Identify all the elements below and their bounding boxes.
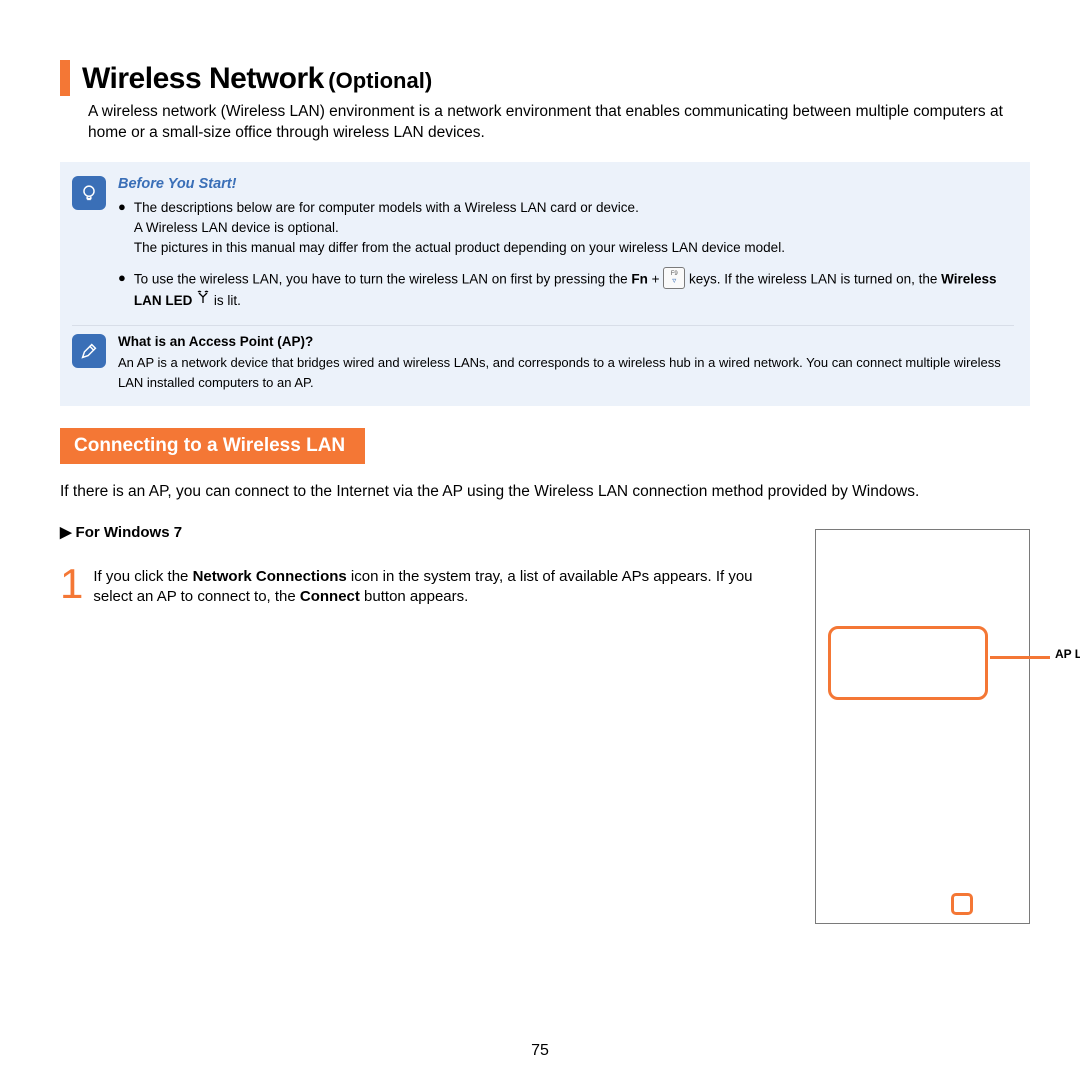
screenshot-area: AP List [815, 523, 1030, 924]
tray-icon-highlight [951, 893, 973, 915]
antenna-icon [196, 290, 210, 310]
page-number: 75 [0, 1042, 1080, 1060]
step-1: 1 If you click the Network Connections i… [60, 565, 775, 608]
intro-paragraph: A wireless network (Wireless LAN) enviro… [88, 102, 1030, 144]
page-title: Wireless Network (Optional) [82, 62, 432, 96]
bys-heading: Before You Start! [118, 176, 1014, 192]
page-title-row: Wireless Network (Optional) [60, 60, 1030, 96]
bys-line-1a: The descriptions below are for computer … [134, 198, 785, 218]
section-intro: If there is an AP, you can connect to th… [60, 482, 1030, 503]
before-you-start-box: Before You Start! ● The descriptions bel… [60, 162, 1030, 406]
f9-key-icon: F9▿ [663, 267, 685, 289]
pencil-icon [72, 334, 106, 368]
ap-list-label: AP List [1055, 647, 1080, 661]
ap-callout-line [990, 656, 1050, 659]
ap-note-title: What is an Access Point (AP)? [118, 334, 1014, 349]
title-sub: (Optional) [328, 68, 432, 93]
step-number: 1 [60, 565, 83, 608]
lightbulb-icon [72, 176, 106, 210]
bys-line-2: To use the wireless LAN, you have to tur… [134, 269, 1014, 312]
bys-body: ● The descriptions below are for compute… [118, 198, 1014, 311]
ap-note-body: An AP is a network device that bridges w… [118, 353, 1014, 392]
network-popup-frame [815, 529, 1030, 924]
triangle-icon: ▶ [60, 523, 72, 541]
bys-line-1c: The pictures in this manual may differ f… [134, 238, 785, 258]
for-windows-heading: ▶For Windows 7 [60, 523, 775, 541]
section-heading: Connecting to a Wireless LAN [60, 428, 365, 464]
title-accent-bar [60, 60, 70, 96]
ap-list-highlight [828, 626, 988, 700]
title-main: Wireless Network [82, 62, 324, 95]
bys-line-1b: A Wireless LAN device is optional. [134, 218, 785, 238]
step-text: If you click the Network Connections ico… [93, 565, 775, 608]
